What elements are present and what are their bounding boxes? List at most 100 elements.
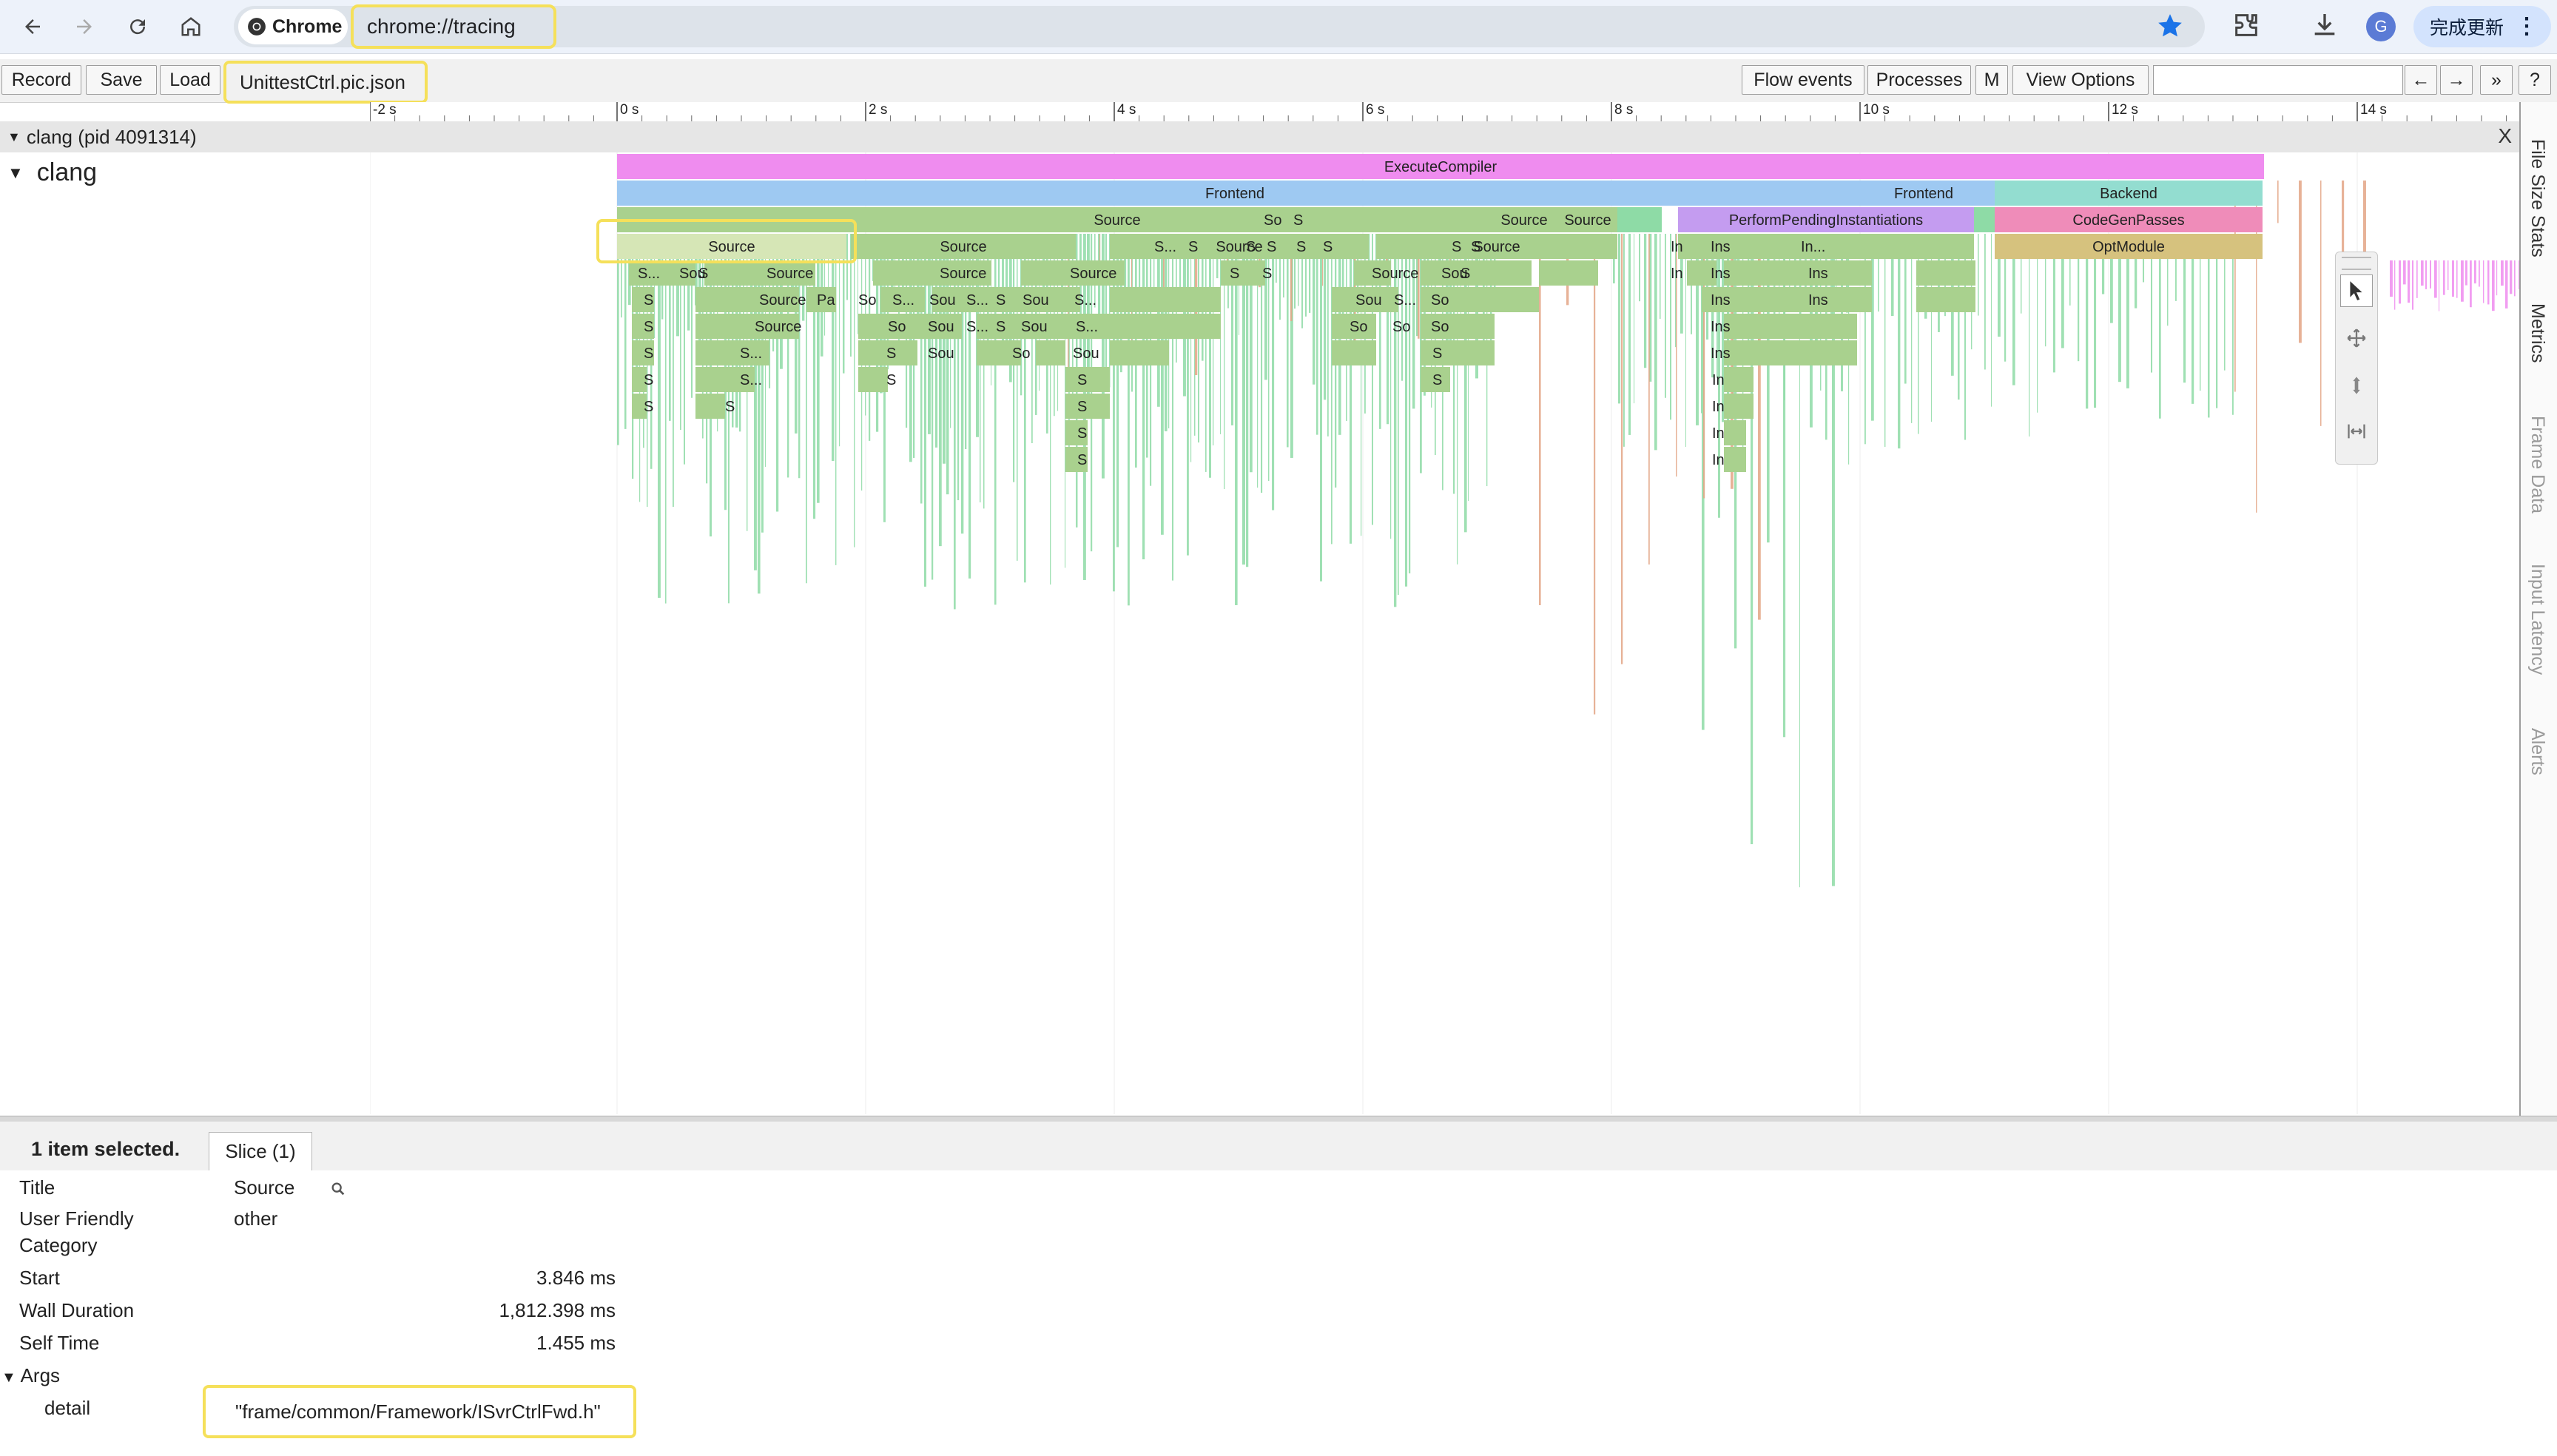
nested-slice[interactable] bbox=[2135, 234, 2137, 309]
nested-slice[interactable] bbox=[1253, 234, 1255, 285]
metadata-button[interactable]: M bbox=[1975, 65, 2008, 95]
nested-slice[interactable] bbox=[1648, 234, 1650, 565]
slice-source[interactable] bbox=[851, 234, 1076, 259]
nested-slice[interactable] bbox=[1179, 234, 1182, 296]
nested-slice[interactable] bbox=[758, 234, 761, 594]
nested-slice[interactable] bbox=[1394, 234, 1397, 607]
nested-slice[interactable] bbox=[1931, 234, 1933, 422]
nested-slice[interactable] bbox=[1409, 234, 1411, 574]
side-tab-alerts[interactable]: Alerts bbox=[2527, 728, 2548, 775]
slice-source[interactable] bbox=[1556, 207, 1557, 232]
nested-slice[interactable] bbox=[1654, 234, 1657, 451]
nested-slice[interactable] bbox=[1991, 234, 1992, 407]
find-next-button[interactable]: → bbox=[2440, 65, 2473, 95]
nested-slice[interactable] bbox=[658, 234, 661, 598]
nested-slice[interactable] bbox=[1904, 234, 1907, 384]
slice-nested[interactable] bbox=[695, 394, 725, 419]
nested-slice[interactable] bbox=[1261, 234, 1263, 493]
nested-slice[interactable] bbox=[835, 234, 837, 565]
slice-source-selected[interactable] bbox=[617, 234, 846, 259]
nested-slice[interactable] bbox=[1187, 234, 1189, 556]
nested-slice[interactable] bbox=[824, 234, 826, 336]
nested-slice[interactable] bbox=[2492, 260, 2495, 311]
nested-slice[interactable] bbox=[1539, 234, 1541, 605]
nested-slice[interactable] bbox=[1472, 234, 1473, 285]
nested-slice[interactable] bbox=[669, 234, 671, 421]
nested-slice[interactable] bbox=[2102, 234, 2105, 294]
side-tab-file-size-stats[interactable]: File Size Stats bbox=[2527, 139, 2548, 257]
slice-nested[interactable] bbox=[977, 340, 1021, 365]
nested-slice[interactable] bbox=[621, 234, 622, 318]
download-icon[interactable] bbox=[2310, 10, 2339, 44]
slice-nested[interactable] bbox=[632, 314, 654, 339]
nested-slice[interactable] bbox=[2208, 234, 2210, 418]
nested-slice[interactable] bbox=[1350, 234, 1352, 544]
slice-nested[interactable] bbox=[1687, 260, 1717, 286]
nested-slice[interactable] bbox=[2430, 260, 2431, 289]
slice-nested[interactable] bbox=[1724, 420, 1746, 445]
slice-source[interactable] bbox=[1557, 207, 1558, 232]
nested-slice[interactable] bbox=[1628, 234, 1631, 435]
nested-slice[interactable] bbox=[1706, 234, 1709, 340]
nested-slice[interactable] bbox=[1301, 234, 1303, 328]
nested-slice[interactable] bbox=[961, 234, 964, 534]
nested-slice[interactable] bbox=[695, 234, 698, 306]
nested-slice[interactable] bbox=[998, 234, 1000, 291]
more-button[interactable]: » bbox=[2480, 65, 2513, 95]
slice-perform-pending-instantiations[interactable] bbox=[1678, 207, 1974, 232]
nested-slice[interactable] bbox=[832, 234, 835, 462]
side-tab-input-latency[interactable]: Input Latency bbox=[2527, 564, 2548, 675]
side-tab-frame-data[interactable]: Frame Data bbox=[2527, 416, 2548, 513]
slice-nested[interactable] bbox=[632, 287, 654, 312]
nested-slice[interactable] bbox=[1841, 234, 1843, 391]
nested-slice[interactable] bbox=[1984, 234, 1986, 370]
nested-slice[interactable] bbox=[1331, 234, 1333, 545]
nested-slice[interactable] bbox=[1209, 234, 1211, 478]
nested-slice[interactable] bbox=[1153, 234, 1155, 309]
tab-slice[interactable]: Slice (1) bbox=[209, 1132, 312, 1170]
nested-slice[interactable] bbox=[1109, 234, 1111, 388]
nested-slice[interactable] bbox=[673, 234, 674, 508]
nested-slice[interactable] bbox=[2479, 260, 2480, 287]
nested-slice[interactable] bbox=[2216, 234, 2218, 408]
nested-slice[interactable] bbox=[2496, 260, 2498, 296]
nested-slice[interactable] bbox=[1079, 234, 1082, 357]
nested-slice[interactable] bbox=[854, 234, 855, 547]
nested-slice[interactable] bbox=[850, 234, 852, 357]
nested-slice[interactable] bbox=[846, 234, 849, 300]
slice-nested[interactable] bbox=[1221, 260, 1265, 286]
nested-slice[interactable] bbox=[728, 234, 730, 604]
nested-slice[interactable] bbox=[2167, 234, 2169, 326]
chrome-chip[interactable]: Chrome bbox=[238, 9, 348, 44]
close-process-button[interactable]: X bbox=[2498, 124, 2512, 147]
nested-slice[interactable] bbox=[2399, 260, 2402, 304]
nested-slice[interactable] bbox=[1242, 234, 1245, 565]
nested-slice[interactable] bbox=[2434, 260, 2437, 298]
extensions-icon[interactable] bbox=[2231, 10, 2261, 44]
nested-slice[interactable] bbox=[939, 234, 942, 547]
slice-source[interactable] bbox=[1554, 207, 1555, 232]
nested-slice[interactable] bbox=[1468, 234, 1469, 502]
record-button[interactable]: Record bbox=[1, 65, 81, 95]
slice-nested[interactable] bbox=[632, 367, 647, 392]
slice-nested[interactable] bbox=[858, 314, 962, 339]
nested-slice[interactable] bbox=[2483, 260, 2484, 303]
nested-slice[interactable] bbox=[1701, 234, 1702, 414]
slice-optmodule[interactable] bbox=[1995, 234, 2263, 259]
nested-slice[interactable] bbox=[1294, 234, 1296, 309]
nested-slice[interactable] bbox=[1128, 234, 1130, 606]
slice-nested[interactable] bbox=[695, 287, 799, 312]
slice-nested[interactable] bbox=[632, 394, 647, 419]
slice-nested[interactable] bbox=[1421, 367, 1450, 392]
slice-nested[interactable] bbox=[1724, 394, 1753, 419]
nested-slice[interactable] bbox=[1665, 234, 1666, 398]
nested-slice[interactable] bbox=[2505, 260, 2508, 309]
nested-slice[interactable] bbox=[1639, 234, 1640, 302]
forward-icon[interactable] bbox=[68, 10, 101, 43]
nested-slice[interactable] bbox=[2078, 234, 2080, 362]
nested-slice[interactable] bbox=[2126, 234, 2129, 388]
slice-nested[interactable] bbox=[873, 260, 991, 286]
slice-nested[interactable] bbox=[1065, 447, 1088, 472]
nested-slice[interactable] bbox=[1911, 234, 1913, 423]
nested-slice[interactable] bbox=[1372, 234, 1373, 525]
